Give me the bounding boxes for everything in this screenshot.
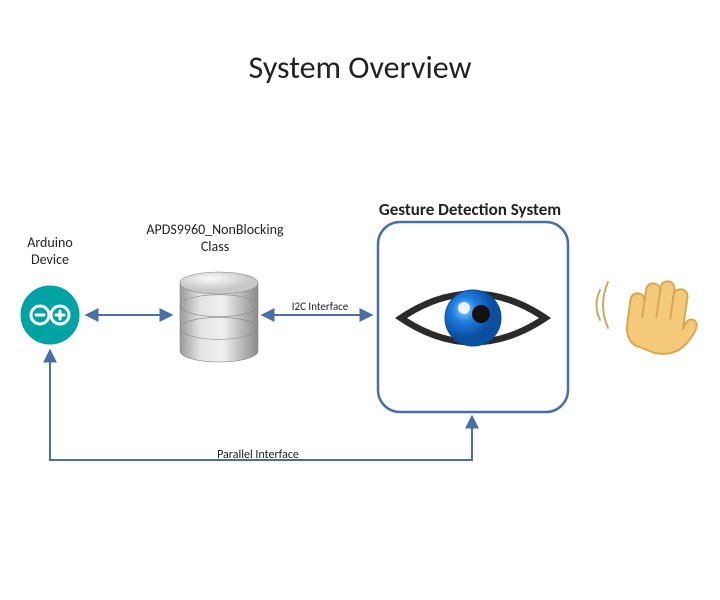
diagram-canvas [0,0,720,600]
hand-icon [624,277,703,359]
database-icon [180,272,258,362]
arduino-icon [19,284,81,346]
wave-lines [597,282,609,328]
